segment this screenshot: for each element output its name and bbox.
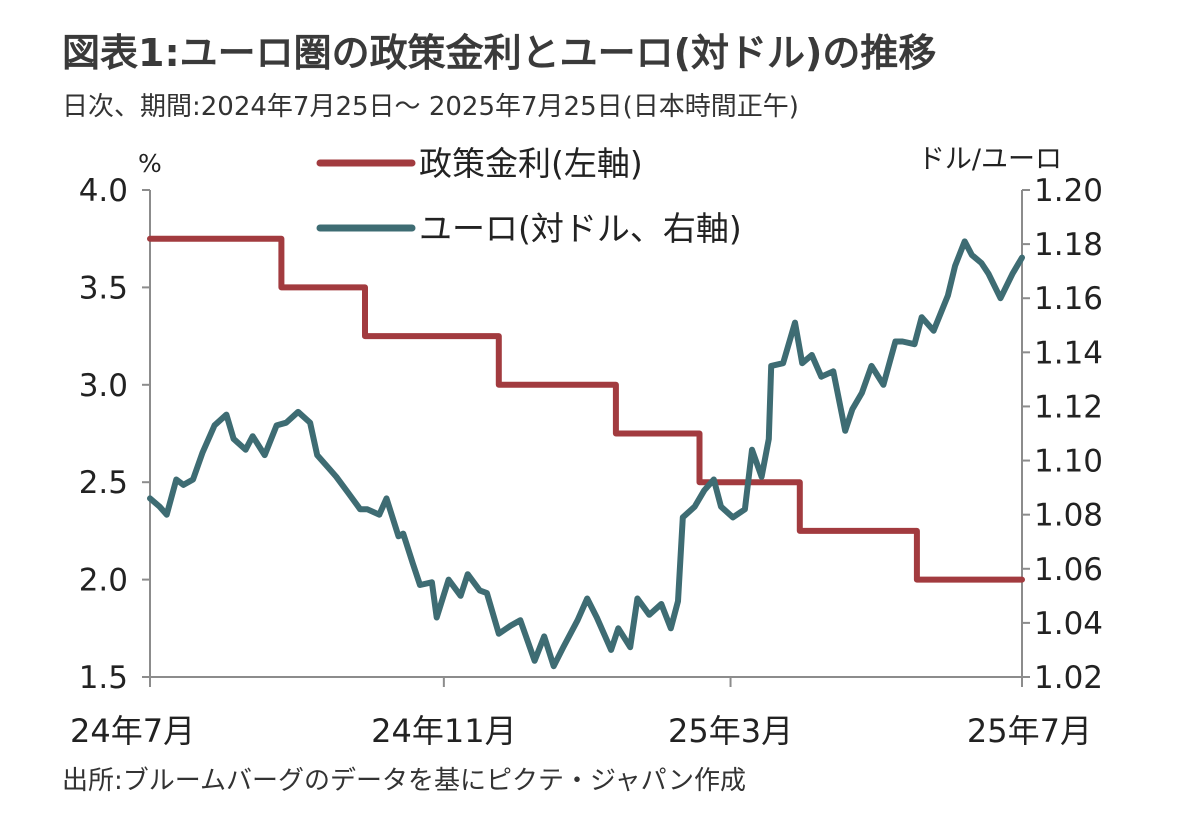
right-axis-unit: ドル/ユーロ: [918, 144, 1062, 175]
x-axis-tick-label: 25年7月: [967, 712, 1092, 750]
right-axis-tick-label: 1.08: [1034, 498, 1103, 534]
series-layer: [147, 235, 1025, 670]
right-axis-tick-label: 1.20: [1034, 173, 1103, 209]
left-axis-tick-label: 1.5: [79, 660, 128, 696]
chart-subtitle: 日次、期間:2024年7月25日～ 2025年7月25日(日本時間正午): [62, 92, 799, 122]
left-axis-unit: %: [138, 149, 162, 178]
left-axis-tick-label: 2.0: [79, 563, 128, 599]
left-axis-tick-label: 3.0: [79, 368, 128, 404]
right-axis-tick-label: 1.16: [1034, 281, 1103, 317]
eur-usd-line: [147, 238, 1025, 670]
right-axis-tick-label: 1.14: [1034, 335, 1103, 371]
right-axis-tick-label: 1.10: [1034, 444, 1103, 480]
right-axis-tick-label: 1.18: [1034, 227, 1103, 263]
right-axis-tick-label: 1.04: [1034, 606, 1103, 642]
policy-rate-line: [147, 235, 1025, 583]
x-axis-tick-label: 24年11月: [371, 712, 516, 750]
chart-title: 図表1:ユーロ圏の政策金利とユーロ(対ドル)の推移: [62, 31, 937, 75]
left-axis-tick-label: 2.5: [79, 465, 128, 501]
right-axis-tick-label: 1.12: [1034, 389, 1103, 425]
right-axis-tick-label: 1.02: [1034, 660, 1103, 696]
legend: 政策金利(左軸) ユーロ(対ドル、右軸): [316, 144, 742, 248]
left-axis-tick-label: 3.5: [79, 270, 128, 306]
legend-label: 政策金利(左軸): [419, 144, 643, 183]
x-axis-tick-label: 24年7月: [70, 712, 195, 750]
left-axis-tick-label: 4.0: [79, 173, 128, 209]
legend-label: ユーロ(対ドル、右軸): [419, 209, 742, 248]
x-axis-tick-label: 25年3月: [668, 712, 793, 750]
right-axis-tick-label: 1.06: [1034, 552, 1103, 588]
axes: 1.5 2.0 2.5 3.0 3.5 4.0 1.02 1.04 1.06 1.08 1.10 1.…: [70, 144, 1103, 750]
source-note: 出所:ブルームバーグのデータを基にピクテ・ジャパン作成: [62, 766, 746, 796]
